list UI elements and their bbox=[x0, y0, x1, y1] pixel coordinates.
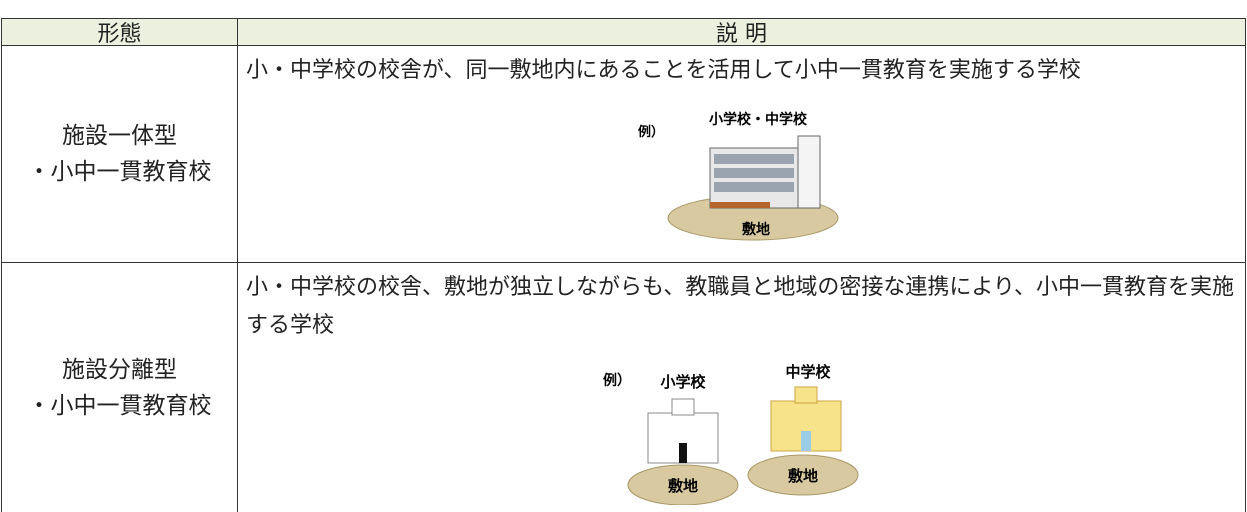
description-cell: 小・中学校の校舎、敷地が独立しながらも、教職員と地域の密接な連携により、小中一貫… bbox=[237, 262, 1246, 512]
header-type: 形態 bbox=[1, 18, 238, 47]
building-label: 小学校 bbox=[660, 373, 706, 391]
type-cell: 施設分離型 ・小中一貫教育校 bbox=[1, 262, 238, 512]
illustration: 例） 小学校 中学校 敷地 敷地 bbox=[603, 363, 859, 505]
example-prefix: 例） bbox=[638, 124, 664, 140]
building-label: 小学校・中学校 bbox=[709, 111, 808, 128]
type-text: 施設分離型 bbox=[62, 356, 177, 383]
building-label: 中学校 bbox=[785, 363, 831, 381]
site-label: 敷地 bbox=[742, 221, 770, 238]
illustration: 例） 小学校・中学校 敷地 bbox=[638, 111, 839, 241]
description-cell: 小・中学校の校舎が、同一敷地内にあることを活用して小中一貫教育を実施する学校 例… bbox=[237, 45, 1246, 263]
example-prefix: 例） bbox=[603, 372, 631, 389]
description-text: 小・中学校の校舎が、同一敷地内にあることを活用して小中一貫教育を実施する学校 bbox=[246, 58, 1081, 83]
site-label: 敷地 bbox=[788, 467, 818, 485]
site-label: 敷地 bbox=[668, 477, 698, 495]
type-cell: 施設一体型 ・小中一貫教育校 bbox=[1, 45, 238, 263]
type-text: 施設一体型 bbox=[62, 123, 177, 149]
header-text: 説 明 bbox=[716, 22, 767, 47]
header-description: 説 明 bbox=[237, 18, 1246, 47]
type-text: ・小中一貫教育校 bbox=[27, 392, 212, 419]
description-text: 小・中学校の校舎、敷地が独立しながらも、教職員と地域の密接な連携により、小中一貫… bbox=[246, 275, 1235, 338]
type-text: ・小中一貫教育校 bbox=[27, 159, 212, 185]
header-text: 形態 bbox=[97, 22, 142, 47]
